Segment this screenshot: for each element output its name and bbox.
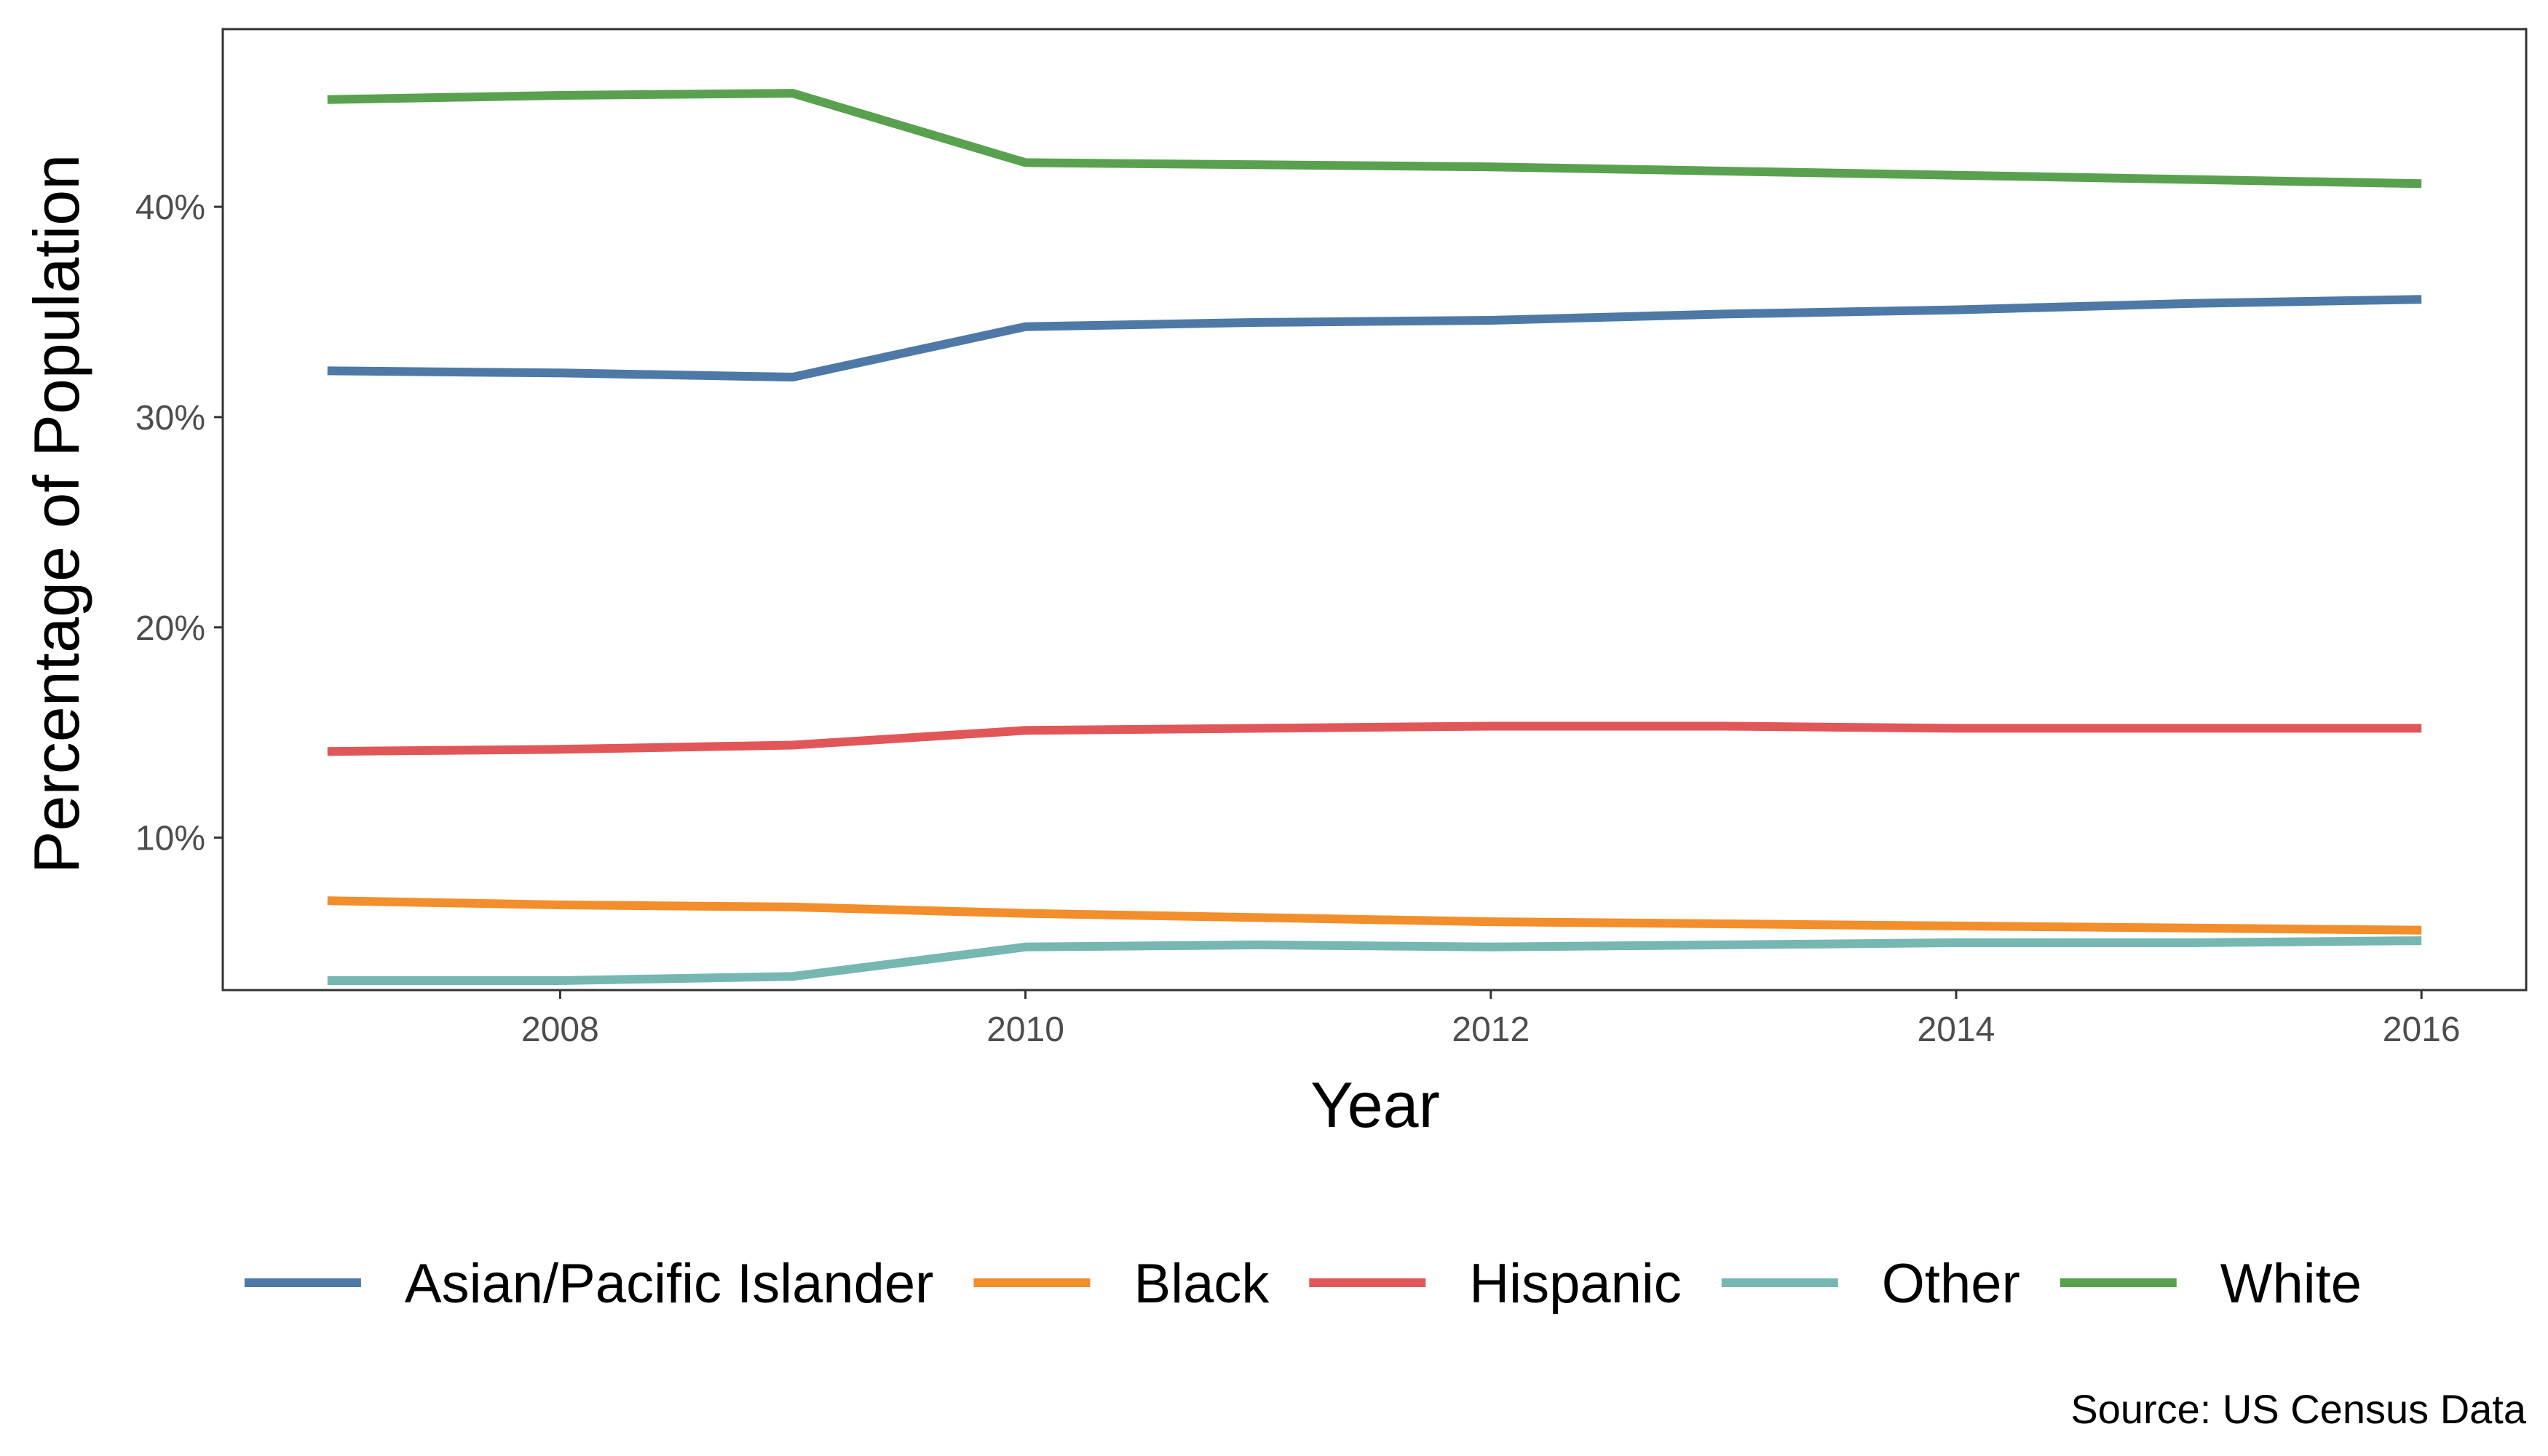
y-tick-label: 30% <box>135 399 205 438</box>
legend-item: White <box>2060 1253 2362 1315</box>
x-tick-label: 2014 <box>1918 1010 1995 1049</box>
legend-item: Other <box>1721 1253 2020 1315</box>
source-caption: Source: US Census Data <box>2070 1386 2526 1432</box>
legend-item: Asian/Pacific Islander <box>244 1253 934 1315</box>
legend-label: Black <box>1134 1253 1270 1315</box>
legend: Asian/Pacific Islander Black Hispanic Other… <box>244 1253 2362 1315</box>
x-tick-label: 2008 <box>521 1010 599 1049</box>
axes: 10% 20% 30% 40% 2008 2010 2012 2014 2016 <box>135 28 2528 1049</box>
series-line-0 <box>327 295 2422 381</box>
legend-item: Black <box>973 1253 1270 1315</box>
x-axis-title: Year <box>1310 1069 1440 1141</box>
x-tick-label: 2012 <box>1452 1010 1530 1049</box>
series-line-3 <box>327 936 2422 985</box>
x-tick-label: 2016 <box>2383 1010 2461 1049</box>
series-line-1 <box>327 896 2422 935</box>
legend-label: Other <box>1882 1253 2020 1315</box>
y-axis-title: Percentage of Population <box>20 154 92 874</box>
legend-label: Asian/Pacific Islander <box>405 1253 934 1315</box>
y-tick-label: 20% <box>135 609 205 648</box>
series-line-2 <box>327 721 2422 756</box>
y-tick-label: 10% <box>135 820 205 858</box>
legend-item: Hispanic <box>1309 1253 1682 1315</box>
x-tick-label: 2010 <box>986 1010 1064 1049</box>
y-tick-label: 40% <box>135 189 205 227</box>
plot-area <box>327 89 2422 985</box>
plot-border <box>221 28 2528 992</box>
series-line-4 <box>327 89 2422 189</box>
legend-label: Hispanic <box>1469 1253 1681 1315</box>
legend-label: White <box>2220 1253 2362 1315</box>
